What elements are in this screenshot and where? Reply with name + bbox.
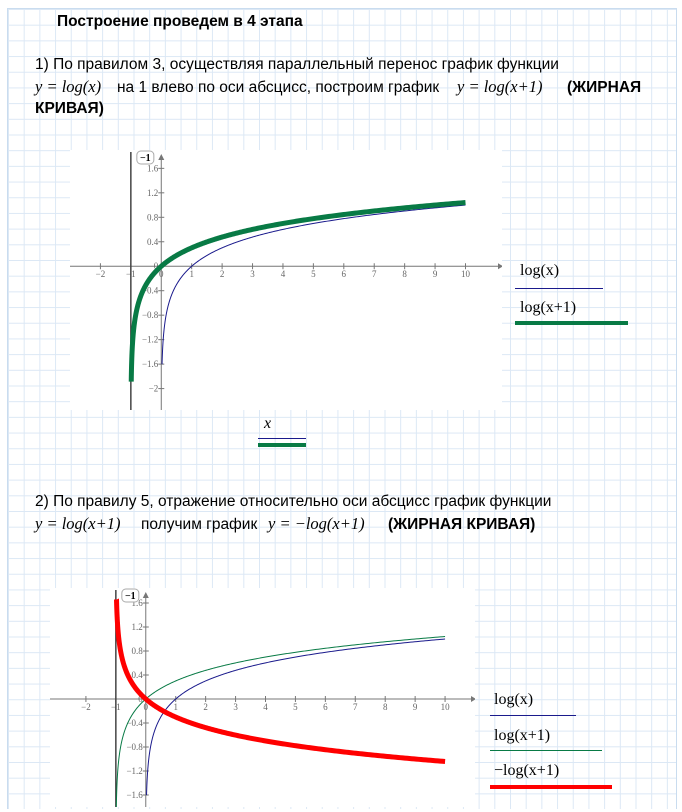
x-label-line-blue: [258, 438, 306, 439]
x-tick-label: 7: [353, 702, 358, 712]
series-line-0: [161, 204, 466, 365]
x-tick-label: 1: [189, 269, 194, 279]
step2-formula-a[interactable]: y = log(x+1): [35, 514, 121, 533]
series-line-2: [114, 598, 446, 764]
x-tick-label: 1: [173, 702, 178, 712]
plot-1-svg: −2−10123456789101.61.20.80.40−0.4−0.8−1.…: [70, 150, 503, 410]
y-tick-label: 0: [154, 261, 159, 271]
x-tick-label: 4: [281, 269, 286, 279]
step2-text-mid: получим график: [141, 516, 258, 533]
y-tick-label: −0.4: [142, 286, 159, 296]
step2-formula-b[interactable]: y = −log(x+1): [268, 514, 365, 533]
x-tick-label: 5: [311, 269, 316, 279]
x-axis-label: x: [264, 415, 272, 432]
legend-2-log-x1: log(x+1): [494, 727, 551, 744]
x-axis-arrow: [498, 263, 503, 270]
legend-2-neg-log-x1-line: [490, 785, 612, 789]
y-tick-label: 1.6: [132, 598, 144, 608]
legend-1-log-x1-line: [515, 321, 628, 325]
plot-2[interactable]: −2−10123456789101.61.20.80.40−0.4−0.8−1.…: [50, 588, 476, 809]
x-tick-label: −2: [81, 702, 91, 712]
step1-text: 1) По правилом 3, осуществляя параллельн…: [35, 56, 559, 73]
y-tick-label: −0.8: [142, 310, 159, 320]
y-tick-label: −1.6: [126, 790, 143, 800]
legend-1-log-x-line: [515, 288, 603, 289]
x-tick-label: 2: [203, 702, 208, 712]
y-tick-label: 0.4: [147, 237, 159, 247]
legend-1-log-x1: log(x+1): [520, 299, 577, 316]
x-tick-label: −2: [96, 269, 106, 279]
y-tick-label: 1.6: [147, 163, 159, 173]
step1-formula-a[interactable]: y = log(x): [35, 77, 102, 96]
plot-1[interactable]: −2−10123456789101.61.20.80.40−0.4−0.8−1.…: [70, 150, 503, 410]
x-tick-label: 6: [342, 269, 347, 279]
step2-bold-note: (ЖИРНАЯ КРИВАЯ): [388, 516, 536, 533]
y-tick-label: −1.2: [126, 766, 142, 776]
y-tick-label: −2: [149, 384, 159, 394]
legend-2-log-x-line: [490, 715, 576, 716]
x-tick-label: 9: [413, 702, 418, 712]
y-axis-arrow: [158, 154, 165, 160]
marker-label: −1: [140, 153, 151, 164]
step1-text-mid: на 1 влево по оси абсцисс, построим граф…: [117, 79, 440, 96]
x-tick-label: 4: [263, 702, 268, 712]
x-tick-label: 10: [441, 702, 451, 712]
series-line-0: [146, 638, 446, 796]
x-tick-label: 5: [293, 702, 298, 712]
step2-text: 2) По правилу 5, отражение относительно …: [35, 493, 552, 510]
y-tick-label: 0.8: [147, 212, 159, 222]
legend-2-log-x1-line: [490, 750, 602, 751]
x-tick-label: 3: [250, 269, 255, 279]
y-tick-label: 1.2: [147, 188, 158, 198]
x-label-line-green: [258, 443, 306, 447]
step1-bold-note: (ЖИРНАЯ: [567, 79, 642, 96]
x-tick-label: 6: [323, 702, 328, 712]
x-tick-label: 10: [461, 269, 471, 279]
x-tick-label: 8: [383, 702, 388, 712]
y-tick-label: −0.4: [126, 718, 143, 728]
step1-formula-b[interactable]: y = log(x+1): [457, 77, 543, 96]
y-tick-label: 0.8: [132, 646, 144, 656]
x-tick-label: 0: [144, 702, 149, 712]
y-tick-label: −0.8: [126, 742, 143, 752]
legend-2-log-x: log(x): [494, 691, 534, 708]
marker-label: −1: [125, 591, 136, 602]
x-tick-label: 7: [372, 269, 377, 279]
y-tick-label: −1.2: [142, 335, 158, 345]
y-tick-label: −1.6: [142, 359, 159, 369]
y-tick-label: 0.4: [132, 670, 144, 680]
plot-2-svg: −2−10123456789101.61.20.80.40−0.4−0.8−1.…: [50, 588, 476, 809]
step1-bold-note-2: КРИВАЯ): [35, 100, 104, 117]
legend-2-neg-log-x1: −log(x+1): [494, 762, 560, 779]
series-line-1: [115, 636, 446, 809]
x-tick-label: 2: [220, 269, 225, 279]
legend-1-log-x: log(x): [520, 262, 560, 279]
y-axis-arrow: [142, 592, 149, 598]
heading: Построение проведем в 4 этапа: [57, 13, 303, 30]
marker-label-box: [136, 150, 155, 165]
x-axis-arrow: [471, 696, 476, 702]
y-tick-label: 1.2: [132, 622, 143, 632]
y-tick-label: 0: [138, 694, 143, 704]
x-tick-label: 3: [233, 702, 238, 712]
x-tick-label: 0: [159, 269, 164, 279]
marker-label-box: [121, 588, 140, 603]
x-tick-label: 9: [433, 269, 438, 279]
series-line-1: [128, 200, 466, 382]
x-tick-label: 8: [402, 269, 407, 279]
